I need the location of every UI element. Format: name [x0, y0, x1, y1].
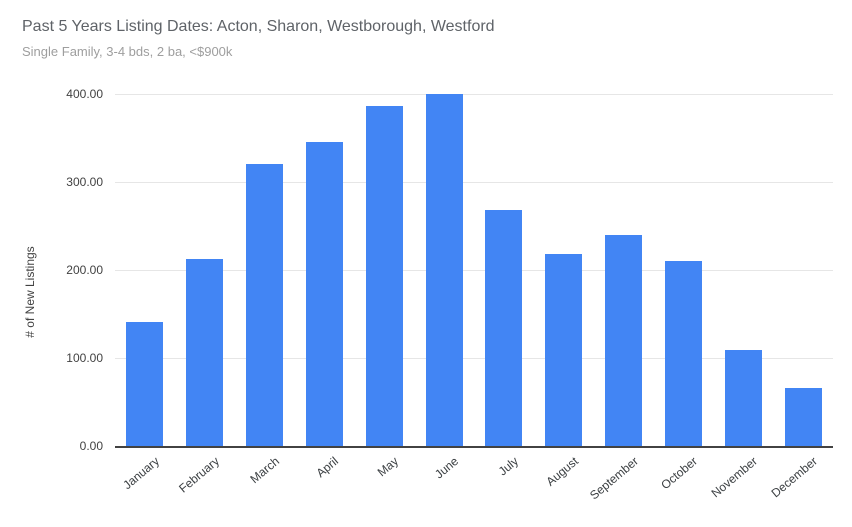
- gridline-400: [115, 94, 833, 95]
- bar-march[interactable]: [246, 164, 284, 446]
- gridline-200: [115, 270, 833, 271]
- bar-slot-july: [474, 94, 534, 446]
- y-tick-label-200: 200.00: [66, 263, 103, 277]
- gridline-100: [115, 358, 833, 359]
- y-tick-label-0: 0.00: [79, 439, 103, 453]
- bar-july[interactable]: [485, 210, 523, 446]
- chart-title: Past 5 Years Listing Dates: Acton, Sharo…: [22, 18, 495, 35]
- bar-february[interactable]: [186, 258, 224, 446]
- chart-subtitle: Single Family, 3-4 bds, 2 ba, <$900k: [22, 44, 233, 59]
- bar-slot-june: [414, 94, 474, 446]
- y-tick-label-100: 100.00: [66, 351, 103, 365]
- bar-may[interactable]: [365, 106, 403, 446]
- bar-slot-april: [294, 94, 354, 446]
- bar-slot-january: [115, 94, 175, 446]
- bar-january[interactable]: [126, 321, 164, 446]
- bar-slot-december: [773, 94, 833, 446]
- bar-april[interactable]: [305, 142, 343, 446]
- bar-august[interactable]: [545, 254, 583, 446]
- bar-slot-august: [534, 94, 594, 446]
- bar-slot-november: [713, 94, 773, 446]
- bar-slot-february: [175, 94, 235, 446]
- y-tick-label-300: 300.00: [66, 175, 103, 189]
- plot-area: [115, 94, 833, 448]
- bar-slot-may: [354, 94, 414, 446]
- bar-slot-march: [235, 94, 295, 446]
- bar-slot-october: [653, 94, 713, 446]
- bar-december[interactable]: [784, 387, 822, 446]
- bar-october[interactable]: [664, 261, 702, 446]
- bar-june[interactable]: [425, 94, 463, 446]
- bar-series: [115, 94, 833, 446]
- y-axis-title: # of New Listings: [23, 246, 37, 338]
- y-tick-label-400: 400.00: [66, 87, 103, 101]
- bar-slot-september: [594, 94, 654, 446]
- gridline-300: [115, 182, 833, 183]
- bar-september[interactable]: [605, 234, 643, 446]
- bar-november[interactable]: [724, 350, 762, 446]
